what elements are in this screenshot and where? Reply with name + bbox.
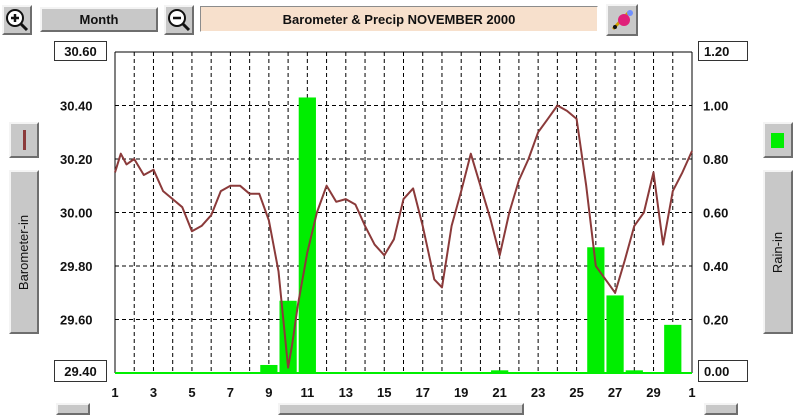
- rain-bar-swatch: [771, 133, 784, 148]
- chart-title: Barometer & Precip NOVEMBER 2000: [282, 11, 516, 27]
- barometer-max-field[interactable]: 30.60: [54, 41, 107, 61]
- rain-bar: [625, 370, 643, 373]
- rain-tick-label: 0.80: [703, 152, 728, 167]
- paint-tool-icon: [611, 10, 633, 31]
- x-tick-label: 9: [265, 385, 272, 400]
- rain-tick-label: 0.20: [703, 313, 728, 328]
- rain-bar: [298, 97, 316, 373]
- barometer-tick-label: 30.20: [60, 152, 93, 167]
- barometer-series-line: [114, 104, 693, 369]
- scroll-thumb[interactable]: [278, 403, 524, 415]
- barometer-legend-button[interactable]: [9, 122, 39, 158]
- month-range-label: Month: [79, 12, 119, 27]
- barometer-min-value: 29.40: [64, 363, 97, 379]
- x-tick-label: 11: [300, 385, 314, 400]
- x-tick-label: 29: [646, 385, 660, 400]
- rain-legend-button[interactable]: [763, 122, 793, 158]
- rain-tick-label: 0.60: [703, 206, 728, 221]
- rain-bar: [606, 295, 624, 373]
- zoom-in-button[interactable]: [2, 5, 32, 35]
- x-tick-label: 1: [688, 385, 695, 400]
- zoom-out-button[interactable]: [164, 5, 194, 35]
- barometer-tick-label: 30.00: [60, 206, 93, 221]
- barometer-line-swatch: [23, 130, 26, 150]
- x-tick-label: 25: [569, 385, 583, 400]
- x-tick-label: 5: [188, 385, 195, 400]
- x-tick-label: 21: [492, 385, 506, 400]
- rain-tick-label: 0.40: [703, 259, 728, 274]
- chart-title-bar: Barometer & Precip NOVEMBER 2000: [200, 6, 598, 32]
- x-tick-label: 1: [111, 385, 118, 400]
- barometer-tick-label: 29.60: [60, 313, 93, 328]
- zoom-out-icon: [168, 9, 191, 32]
- rain-tick-label: 1.00: [703, 99, 728, 114]
- x-tick-label: 23: [531, 385, 545, 400]
- x-tick-label: 19: [454, 385, 468, 400]
- rain-axis-button[interactable]: Rain-in: [763, 170, 793, 334]
- rain-bar: [491, 370, 509, 373]
- x-tick-label: 17: [415, 385, 429, 400]
- paint-tool-button[interactable]: [606, 4, 638, 36]
- barometer-axis-button[interactable]: Barometer-in: [9, 170, 39, 334]
- rain-max-field[interactable]: 1.20: [698, 41, 748, 61]
- rain-min-value: 0.00: [704, 363, 730, 379]
- barometer-min-field[interactable]: 29.40: [54, 360, 107, 382]
- x-tick-label: 27: [608, 385, 622, 400]
- rain-min-field[interactable]: 0.00: [698, 360, 748, 382]
- month-range-button[interactable]: Month: [40, 7, 158, 32]
- x-tick-label: 15: [377, 385, 391, 400]
- x-tick-label: 3: [150, 385, 157, 400]
- rain-max-value: 1.20: [704, 43, 730, 59]
- x-tick-label: 13: [339, 385, 353, 400]
- barometer-tick-label: 29.80: [60, 259, 93, 274]
- zoom-in-icon: [6, 9, 29, 32]
- scroll-left-button[interactable]: [56, 403, 90, 415]
- rain-bar: [260, 364, 278, 373]
- barometer-tick-label: 30.40: [60, 99, 93, 114]
- x-tick-label: 7: [227, 385, 234, 400]
- barometer-max-value: 30.60: [64, 43, 97, 59]
- rain-bar: [664, 324, 682, 373]
- rain-bar: [587, 247, 605, 373]
- scroll-right-button[interactable]: [704, 403, 738, 415]
